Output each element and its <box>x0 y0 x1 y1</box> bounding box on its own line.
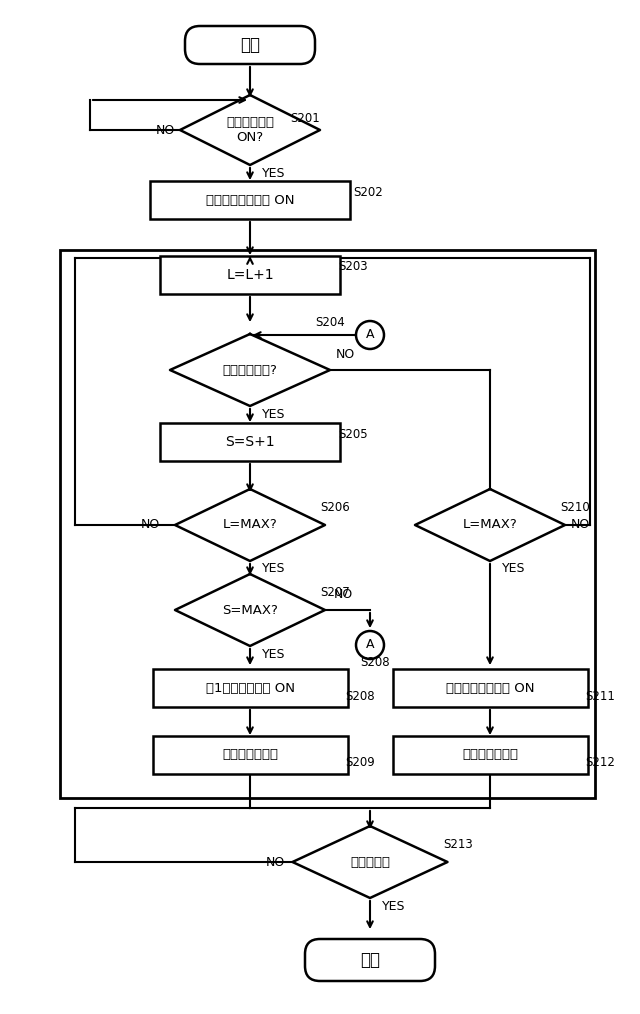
Text: 観察終了？: 観察終了？ <box>350 856 390 869</box>
Bar <box>392 736 588 774</box>
Polygon shape <box>175 489 325 561</box>
Text: A: A <box>365 329 374 342</box>
Polygon shape <box>170 334 330 406</box>
Text: L=L+1: L=L+1 <box>226 268 274 282</box>
Text: S205: S205 <box>338 428 368 440</box>
Text: YES: YES <box>262 166 285 179</box>
Text: 終了: 終了 <box>360 951 380 969</box>
Text: S208: S208 <box>360 656 390 669</box>
Polygon shape <box>292 826 447 898</box>
Text: S208: S208 <box>345 690 375 703</box>
Text: YES: YES <box>262 563 285 576</box>
Text: NO: NO <box>140 518 159 531</box>
Text: NO: NO <box>333 588 353 601</box>
Text: YES: YES <box>502 563 525 576</box>
Text: リレー切り替え: リレー切り替え <box>222 748 278 762</box>
Polygon shape <box>180 95 320 165</box>
Text: S202: S202 <box>353 186 383 199</box>
Bar <box>150 182 350 219</box>
Text: スコープ制御電源 ON: スコープ制御電源 ON <box>205 194 294 207</box>
Text: YES: YES <box>262 408 285 421</box>
Text: S211: S211 <box>585 690 615 703</box>
Bar <box>160 423 340 461</box>
Text: S204: S204 <box>315 316 345 330</box>
Text: NO: NO <box>156 124 175 137</box>
Bar <box>152 736 348 774</box>
Text: S=MAX?: S=MAX? <box>222 603 278 617</box>
Text: ロックレバー
ON?: ロックレバー ON? <box>226 116 274 144</box>
Text: A: A <box>365 639 374 652</box>
Text: NO: NO <box>570 518 589 531</box>
Text: S213: S213 <box>443 838 473 851</box>
Polygon shape <box>415 489 565 561</box>
FancyBboxPatch shape <box>305 939 435 981</box>
Circle shape <box>356 321 384 349</box>
Text: L=MAX?: L=MAX? <box>463 518 517 531</box>
Text: 第２レギュレータ ON: 第２レギュレータ ON <box>445 681 534 695</box>
Text: S209: S209 <box>345 756 375 770</box>
Text: S=S+1: S=S+1 <box>225 435 275 449</box>
Text: S203: S203 <box>338 261 368 274</box>
Text: S206: S206 <box>320 501 350 513</box>
Bar <box>60 250 595 798</box>
Text: 開始: 開始 <box>240 37 260 54</box>
Text: YES: YES <box>382 899 406 913</box>
Text: NO: NO <box>266 856 285 869</box>
Text: YES: YES <box>262 648 285 660</box>
Text: リレー切り替え: リレー切り替え <box>462 748 518 762</box>
Text: S212: S212 <box>585 756 615 770</box>
Text: S210: S210 <box>560 501 590 513</box>
FancyBboxPatch shape <box>185 26 315 64</box>
Bar <box>392 669 588 707</box>
Polygon shape <box>175 574 325 646</box>
Bar <box>152 669 348 707</box>
Bar <box>160 256 340 294</box>
Text: NO: NO <box>335 349 355 362</box>
Text: L=MAX?: L=MAX? <box>223 518 277 531</box>
Text: S207: S207 <box>320 585 350 598</box>
Text: 第1レギュレータ ON: 第1レギュレータ ON <box>205 681 294 695</box>
Text: 同期信号有り?: 同期信号有り? <box>223 363 277 376</box>
Circle shape <box>356 631 384 659</box>
Text: S201: S201 <box>290 112 320 125</box>
